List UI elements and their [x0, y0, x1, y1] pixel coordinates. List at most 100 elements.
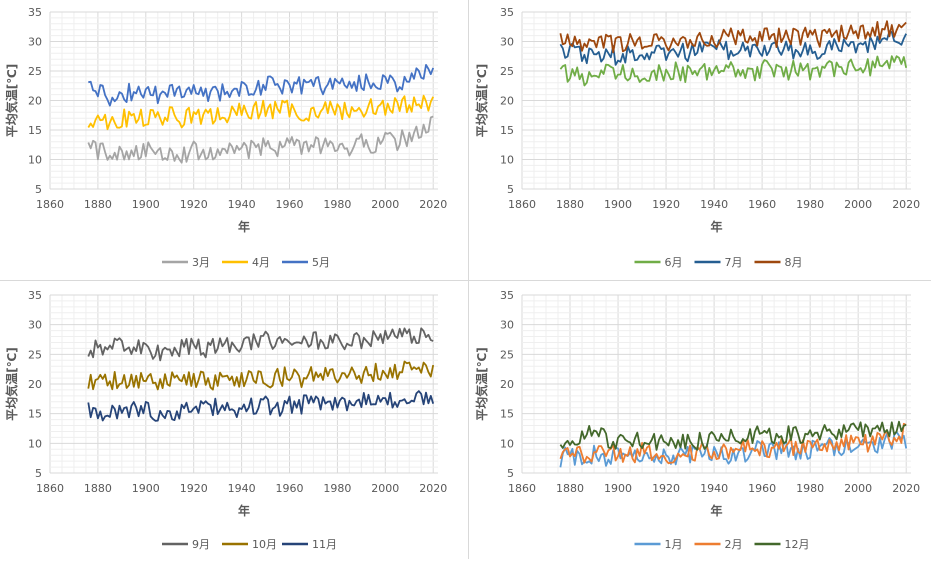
- x-tick-label: 1960: [276, 482, 304, 495]
- y-tick-label: 20: [500, 378, 514, 391]
- x-tick-label: 1860: [508, 482, 536, 495]
- x-tick-label: 2020: [419, 198, 447, 211]
- x-tick-label: 1960: [748, 198, 776, 211]
- y-tick-label: 5: [507, 467, 514, 480]
- grid: [521, 294, 911, 474]
- y-tick-label: 30: [28, 319, 42, 332]
- chart-mar-may: 5 10 15 20 25 30 35 1860 1880 1900 1920 1940 1960 198…: [4, 6, 447, 269]
- series-line-0: [87, 327, 434, 362]
- x-tick-label: 1880: [556, 482, 584, 495]
- x-tick-label: 1900: [604, 198, 632, 211]
- legend-label: 12月: [785, 538, 810, 551]
- x-tick-label: 1920: [652, 198, 680, 211]
- grid: [521, 11, 911, 190]
- y-axis-title: 平均気温[℃]: [474, 347, 489, 421]
- x-tick-label: 2000: [844, 198, 872, 211]
- vertical-divider: [468, 0, 469, 559]
- legend-label: 4月: [252, 256, 270, 269]
- x-axis-title: 年: [710, 503, 722, 518]
- y-axis-title: 平均気温[℃]: [4, 347, 19, 421]
- chart-panel-dec-feb: 5 10 15 20 25 30 35 1860 1880 1900 1920 1940 1960 198…: [470, 282, 931, 559]
- x-tick-label: 1940: [228, 198, 256, 211]
- x-tick-label: 1980: [323, 198, 351, 211]
- y-tick-label: 35: [500, 6, 514, 19]
- x-tick-label: 1940: [700, 482, 728, 495]
- x-tick-label: 2020: [892, 198, 920, 211]
- y-tick-label: 20: [500, 95, 514, 108]
- y-axis-title: 平均気温[℃]: [4, 64, 19, 138]
- x-tick-label: 2020: [892, 482, 920, 495]
- legend-label: 11月: [312, 538, 337, 551]
- x-tick-label: 1980: [796, 482, 824, 495]
- x-tick-label: 1980: [796, 198, 824, 211]
- series-line-2: [559, 20, 907, 54]
- x-tick-label: 1920: [180, 198, 208, 211]
- chart-sep-nov: 5 10 15 20 25 30 35 1860 1880 1900 1920 1940 1960 198…: [4, 289, 447, 551]
- grid: [49, 294, 438, 474]
- series-line-1: [559, 30, 908, 66]
- x-axis-title: 年: [238, 219, 250, 234]
- x-tick-label: 2000: [844, 482, 872, 495]
- x-tick-label: 1980: [323, 482, 351, 495]
- y-tick-label: 35: [28, 6, 42, 19]
- x-axis-title: 年: [238, 503, 250, 518]
- x-tick-label: 1900: [132, 482, 160, 495]
- y-tick-label: 10: [500, 154, 514, 167]
- x-tick-label: 1940: [700, 198, 728, 211]
- y-tick-label: 10: [28, 154, 42, 167]
- chart-panel-sep-nov: 5 10 15 20 25 30 35 1860 1880 1900 1920 1940 1960 198…: [0, 282, 466, 559]
- x-tick-label: 1920: [652, 482, 680, 495]
- series-line-1: [559, 422, 907, 465]
- series-line-2: [87, 390, 435, 422]
- legend-label: 5月: [312, 256, 330, 269]
- y-tick-label: 30: [500, 36, 514, 49]
- y-tick-label: 10: [500, 437, 514, 450]
- legend-label: 3月: [192, 256, 210, 269]
- y-tick-label: 30: [500, 319, 514, 332]
- x-tick-label: 1900: [132, 198, 160, 211]
- x-tick-label: 1880: [84, 198, 112, 211]
- legend-label: 9月: [192, 538, 210, 551]
- y-tick-label: 5: [35, 183, 42, 196]
- x-tick-label: 1860: [508, 198, 536, 211]
- x-tick-label: 1920: [180, 482, 208, 495]
- x-tick-label: 1880: [556, 198, 584, 211]
- legend-label: 7月: [725, 256, 743, 269]
- y-tick-label: 35: [500, 289, 514, 302]
- x-tick-label: 2000: [371, 198, 399, 211]
- chart-dec-feb: 5 10 15 20 25 30 35 1860 1880 1900 1920 1940 1960 198…: [474, 289, 920, 551]
- chart-panel-jun-aug: 5 10 15 20 25 30 35 1860 1880 1900 1920 1940 1960 198…: [470, 0, 931, 279]
- series-line-2: [559, 420, 907, 451]
- y-tick-label: 20: [28, 95, 42, 108]
- y-tick-label: 25: [28, 65, 42, 78]
- x-tick-label: 1880: [84, 482, 112, 495]
- y-tick-label: 10: [28, 437, 42, 450]
- legend-label: 6月: [665, 256, 683, 269]
- series-line-0: [87, 115, 434, 164]
- y-axis-title: 平均気温[℃]: [474, 64, 489, 138]
- y-tick-label: 15: [28, 124, 42, 137]
- y-tick-label: 30: [28, 36, 42, 49]
- x-tick-label: 1960: [748, 482, 776, 495]
- y-tick-label: 25: [500, 348, 514, 361]
- legend-label: 2月: [725, 538, 743, 551]
- horizontal-divider: [0, 280, 931, 281]
- x-axis-title: 年: [710, 219, 722, 234]
- y-tick-label: 35: [28, 289, 42, 302]
- y-tick-label: 15: [500, 408, 514, 421]
- x-tick-label: 1860: [36, 482, 64, 495]
- legend-label: 10月: [252, 538, 277, 551]
- y-tick-label: 15: [500, 124, 514, 137]
- x-tick-label: 1960: [276, 198, 304, 211]
- chart-jun-aug: 5 10 15 20 25 30 35 1860 1880 1900 1920 1940 1960 198…: [474, 6, 920, 269]
- x-tick-label: 2000: [371, 482, 399, 495]
- legend-label: 1月: [665, 538, 683, 551]
- series-line-0: [559, 430, 908, 468]
- series-line-1: [87, 94, 435, 131]
- chart-panel-mar-may: 5 10 15 20 25 30 35 1860 1880 1900 1920 1940 1960 198…: [0, 0, 466, 279]
- x-tick-label: 1900: [604, 482, 632, 495]
- y-tick-label: 15: [28, 408, 42, 421]
- y-tick-label: 20: [28, 378, 42, 391]
- y-tick-label: 5: [35, 467, 42, 480]
